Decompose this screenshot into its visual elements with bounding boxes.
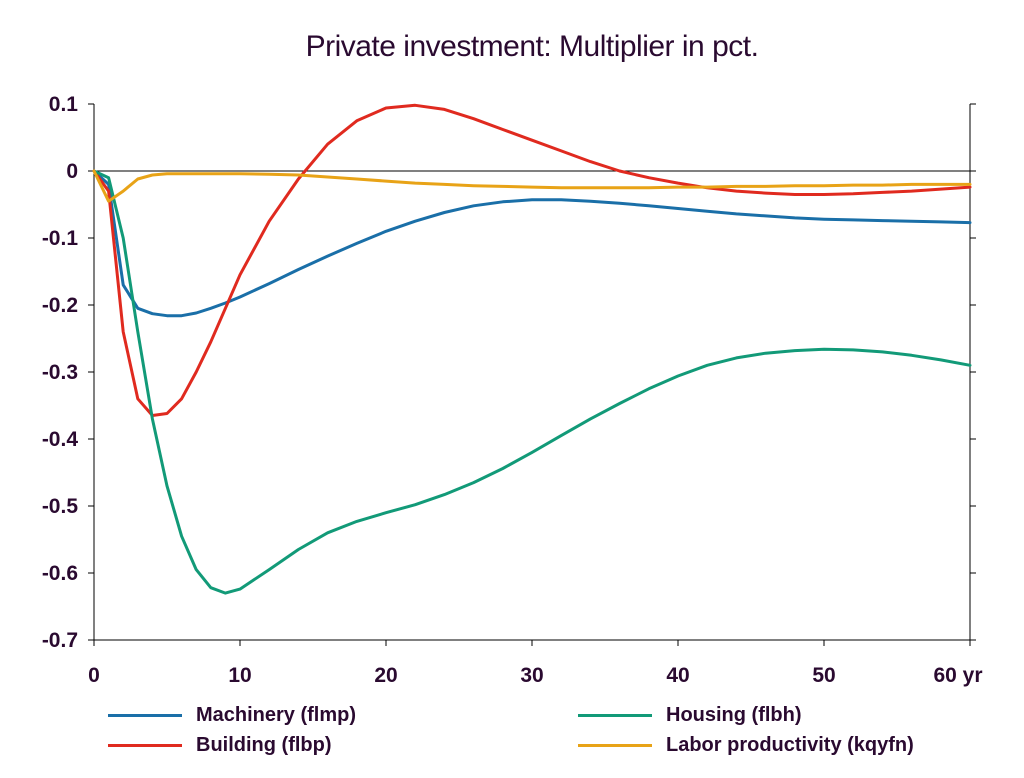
- y-tick-label: -0.4: [42, 428, 79, 451]
- y-tick-label: 0.1: [49, 93, 79, 116]
- legend-label: Building (flbp): [196, 733, 332, 756]
- legend-swatch: [578, 713, 652, 717]
- legend-label: Housing (flbh): [666, 703, 802, 726]
- chart-title: Private investment: Multiplier in pct.: [305, 30, 759, 63]
- series-line-1: [92, 169, 972, 318]
- y-tick-label: -0.3: [42, 361, 78, 384]
- legend-item: Machinery (flmp): [108, 701, 356, 729]
- y-tick-label: 0: [66, 160, 78, 183]
- x-tick-label: 60 yr: [933, 664, 982, 687]
- x-tick-label: 10: [228, 664, 251, 687]
- y-tick-label: -0.6: [42, 562, 78, 585]
- legend-label: Machinery (flmp): [196, 703, 357, 726]
- legend-swatch: [578, 743, 652, 747]
- legend-swatch: [108, 713, 182, 717]
- y-tick-label: -0.5: [42, 495, 79, 518]
- series-line-4: [92, 169, 972, 203]
- legend-item: Labor productivity (kqyfn): [578, 731, 914, 759]
- y-tick-label: -0.2: [42, 294, 78, 317]
- x-tick-label: 40: [666, 664, 689, 687]
- legend-label: Labor productivity (kqyfn): [666, 733, 914, 756]
- legend-item: Building (flbp): [108, 731, 332, 759]
- x-tick-label: 30: [520, 664, 543, 687]
- x-tick-label: 50: [812, 664, 835, 687]
- legend-swatch: [108, 743, 182, 747]
- x-tick-label: 0: [88, 664, 100, 687]
- x-tick-label: 20: [374, 664, 397, 687]
- legend-item: Housing (flbh): [578, 701, 802, 729]
- series-line-2: [92, 103, 972, 417]
- series-line-3: [92, 169, 972, 595]
- y-tick-label: -0.7: [42, 629, 78, 652]
- y-tick-label: -0.1: [42, 227, 79, 250]
